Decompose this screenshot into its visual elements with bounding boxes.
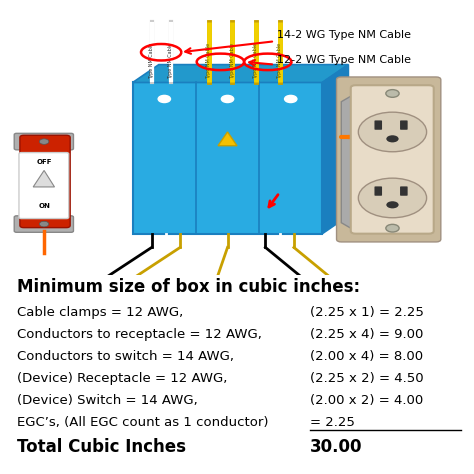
Circle shape <box>221 95 234 102</box>
Text: 14-2 WG Type NM Cable: 14-2 WG Type NM Cable <box>277 30 411 40</box>
Text: Type NM Cable: Type NM Cable <box>277 42 282 79</box>
FancyBboxPatch shape <box>351 85 434 234</box>
FancyBboxPatch shape <box>14 216 73 232</box>
Text: (2.25 x 2) = 4.50: (2.25 x 2) = 4.50 <box>310 372 424 385</box>
Text: Minimum size of box in cubic inches:: Minimum size of box in cubic inches: <box>17 278 360 296</box>
Circle shape <box>386 224 399 232</box>
Text: Cable clamps = 12 AWG,: Cable clamps = 12 AWG, <box>17 306 183 319</box>
Polygon shape <box>133 64 348 82</box>
Circle shape <box>284 95 297 102</box>
Circle shape <box>39 139 49 144</box>
Text: Type NM Cable: Type NM Cable <box>230 42 235 79</box>
Text: Type NM Cable: Type NM Cable <box>254 42 258 79</box>
Circle shape <box>386 201 399 209</box>
FancyBboxPatch shape <box>19 153 69 219</box>
FancyBboxPatch shape <box>20 135 70 228</box>
Text: Type NM Cable: Type NM Cable <box>206 42 211 79</box>
Text: 30.00: 30.00 <box>310 438 363 456</box>
Polygon shape <box>322 64 348 234</box>
FancyBboxPatch shape <box>14 133 73 150</box>
Text: ON: ON <box>38 203 50 209</box>
Text: (2.25 x 4) = 9.00: (2.25 x 4) = 9.00 <box>310 328 424 341</box>
Text: Type NM Cable: Type NM Cable <box>149 42 154 79</box>
Polygon shape <box>218 132 237 146</box>
Text: 12-2 WG Type NM Cable: 12-2 WG Type NM Cable <box>277 55 411 64</box>
Text: (2.25 x 1) = 2.25: (2.25 x 1) = 2.25 <box>310 306 424 319</box>
FancyBboxPatch shape <box>400 120 408 130</box>
Text: (Device) Switch = 14 AWG,: (Device) Switch = 14 AWG, <box>17 394 198 407</box>
Circle shape <box>386 90 399 97</box>
Text: EGC’s, (All EGC count as 1 conductor): EGC’s, (All EGC count as 1 conductor) <box>17 416 269 429</box>
Polygon shape <box>133 82 322 234</box>
Text: (2.00 x 4) = 8.00: (2.00 x 4) = 8.00 <box>310 350 423 363</box>
FancyBboxPatch shape <box>400 186 408 196</box>
Text: Conductors to receptacle = 12 AWG,: Conductors to receptacle = 12 AWG, <box>17 328 262 341</box>
Text: (Device) Receptacle = 12 AWG,: (Device) Receptacle = 12 AWG, <box>17 372 228 385</box>
FancyBboxPatch shape <box>374 120 382 130</box>
Polygon shape <box>341 93 356 231</box>
Circle shape <box>39 221 49 227</box>
FancyBboxPatch shape <box>337 77 441 242</box>
Text: = 2.25: = 2.25 <box>310 416 355 429</box>
Text: Total Cubic Inches: Total Cubic Inches <box>17 438 186 456</box>
Circle shape <box>158 95 171 102</box>
Polygon shape <box>33 171 55 187</box>
Text: Conductors to switch = 14 AWG,: Conductors to switch = 14 AWG, <box>17 350 234 363</box>
Text: Type NM Cable: Type NM Cable <box>168 42 173 79</box>
Text: OFF: OFF <box>36 159 52 165</box>
Circle shape <box>386 135 399 142</box>
Text: (2.00 x 2) = 4.00: (2.00 x 2) = 4.00 <box>310 394 423 407</box>
Circle shape <box>358 112 427 152</box>
FancyBboxPatch shape <box>374 186 382 196</box>
Circle shape <box>358 178 427 218</box>
